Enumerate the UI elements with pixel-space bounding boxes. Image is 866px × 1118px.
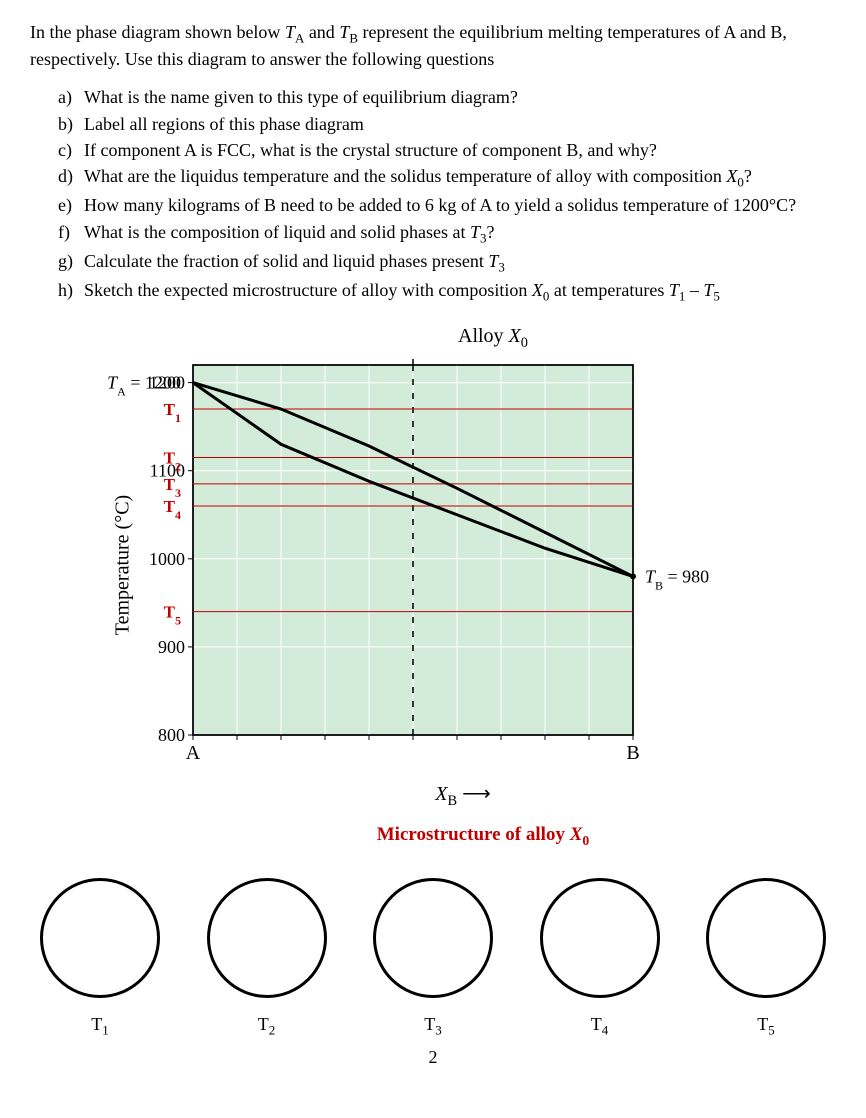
svg-text:T5: T5 — [164, 603, 181, 628]
svg-text:T4: T4 — [164, 497, 181, 522]
qg-sub: 3 — [498, 259, 504, 274]
q-label: b) — [58, 112, 84, 136]
circle-icon — [540, 878, 660, 998]
svg-text:TA = 1200: TA = 1200 — [107, 373, 181, 399]
phase-diagram: Alloy X0 Temperature (°C) 80090010001100… — [30, 323, 836, 850]
phase-diagram-svg: 800900100011001200T1T2T3T4T5TA = 1200TB … — [93, 355, 773, 775]
svg-text:1000: 1000 — [149, 549, 185, 569]
question-list: a) What is the name given to this type o… — [58, 85, 836, 305]
q-text: What is the name given to this type of e… — [84, 85, 518, 109]
qf-suf: ? — [486, 222, 494, 242]
circle-icon — [373, 878, 493, 998]
q-label: e) — [58, 193, 84, 217]
qd-x: X — [726, 166, 737, 186]
microstructure-circles: T1 T2 T3 T4 T5 — [30, 878, 836, 1039]
q-label: d) — [58, 164, 84, 191]
circle-T5: T5 — [696, 878, 836, 1039]
dt-X: X — [509, 325, 521, 347]
q-label: c) — [58, 138, 84, 162]
x-axis-block: XB ⟶ Microstructure of alloy X0 — [337, 781, 589, 850]
qh-mid: at temperatures — [549, 280, 668, 300]
svg-text:900: 900 — [158, 637, 185, 657]
qf-pre: What is the composition of liquid and so… — [84, 222, 470, 242]
circle-icon — [207, 878, 327, 998]
qd-suf: ? — [744, 166, 752, 186]
circle-label: T3 — [424, 1012, 441, 1039]
diagram-area: Temperature (°C) 800900100011001200T1T2T… — [93, 355, 773, 775]
intro-TBsub: B — [349, 31, 358, 46]
xlab-arrow: ⟶ — [457, 783, 491, 805]
qh-T5sub: 5 — [713, 288, 719, 303]
question-d: d) What are the liquidus temperature and… — [58, 164, 836, 191]
xlab-sub: B — [447, 793, 457, 809]
qf-T: T — [470, 222, 480, 242]
question-h: h) Sketch the expected microstructure of… — [58, 278, 836, 305]
qh-T5: T — [703, 280, 713, 300]
circle-icon — [706, 878, 826, 998]
intro-TB: T — [339, 22, 349, 42]
circle-label: T5 — [757, 1012, 774, 1039]
q-label: g) — [58, 249, 84, 276]
circle-label: T2 — [258, 1012, 275, 1039]
page-number: 2 — [30, 1045, 836, 1069]
question-a: a) What is the name given to this type o… — [58, 85, 836, 109]
x-axis-label: XB ⟶ — [435, 783, 491, 805]
svg-text:TB = 980: TB = 980 — [645, 567, 709, 593]
question-g: g) Calculate the fraction of solid and l… — [58, 249, 836, 276]
qh-dash: – — [685, 280, 703, 300]
q-label: h) — [58, 278, 84, 305]
mt-sub: 0 — [582, 833, 589, 848]
qd-pre: What are the liquidus temperature and th… — [84, 166, 726, 186]
intro-TAsub: A — [295, 31, 304, 46]
intro-TA: T — [285, 22, 295, 42]
intro-p1: In the phase diagram shown below — [30, 22, 285, 42]
q-text: Label all regions of this phase diagram — [84, 112, 364, 136]
qh-X: X — [532, 280, 543, 300]
svg-text:800: 800 — [158, 725, 185, 745]
svg-text:A: A — [186, 742, 201, 764]
y-axis-label: Temperature (°C) — [110, 495, 137, 635]
qg-T: T — [488, 251, 498, 271]
circle-label: T4 — [591, 1012, 608, 1039]
circle-T1: T1 — [30, 878, 170, 1039]
q-text: How many kilograms of B need to be added… — [84, 193, 796, 217]
q-text: What is the composition of liquid and so… — [84, 220, 494, 247]
question-c: c) If component A is FCC, what is the cr… — [58, 138, 836, 162]
question-b: b) Label all regions of this phase diagr… — [58, 112, 836, 136]
circle-label: T1 — [91, 1012, 108, 1039]
circle-T4: T4 — [530, 878, 670, 1039]
q-text: Sketch the expected microstructure of al… — [84, 278, 720, 305]
circle-icon — [40, 878, 160, 998]
svg-text:B: B — [626, 742, 639, 764]
dt-pre: Alloy — [458, 325, 509, 347]
microstructure-title: Microstructure of alloy X0 — [377, 822, 589, 850]
svg-text:T1: T1 — [164, 400, 181, 425]
q-text: What are the liquidus temperature and th… — [84, 164, 752, 191]
mt-X: X — [570, 824, 583, 845]
q-text: If component A is FCC, what is the cryst… — [84, 138, 657, 162]
qh-pre: Sketch the expected microstructure of al… — [84, 280, 532, 300]
mt-pre: Microstructure of alloy — [377, 824, 570, 845]
q-label: f) — [58, 220, 84, 247]
xlab-X: X — [435, 783, 447, 805]
question-f: f) What is the composition of liquid and… — [58, 220, 836, 247]
q-label: a) — [58, 85, 84, 109]
intro-text: In the phase diagram shown below TA and … — [30, 20, 836, 71]
question-e: e) How many kilograms of B need to be ad… — [58, 193, 836, 217]
circle-T2: T2 — [197, 878, 337, 1039]
diagram-title: Alloy X0 — [458, 323, 528, 353]
q-text: Calculate the fraction of solid and liqu… — [84, 249, 505, 276]
circle-T3: T3 — [363, 878, 503, 1039]
dt-sub: 0 — [521, 335, 528, 351]
qg-pre: Calculate the fraction of solid and liqu… — [84, 251, 488, 271]
intro-p2: and — [304, 22, 339, 42]
qh-T1: T — [669, 280, 679, 300]
